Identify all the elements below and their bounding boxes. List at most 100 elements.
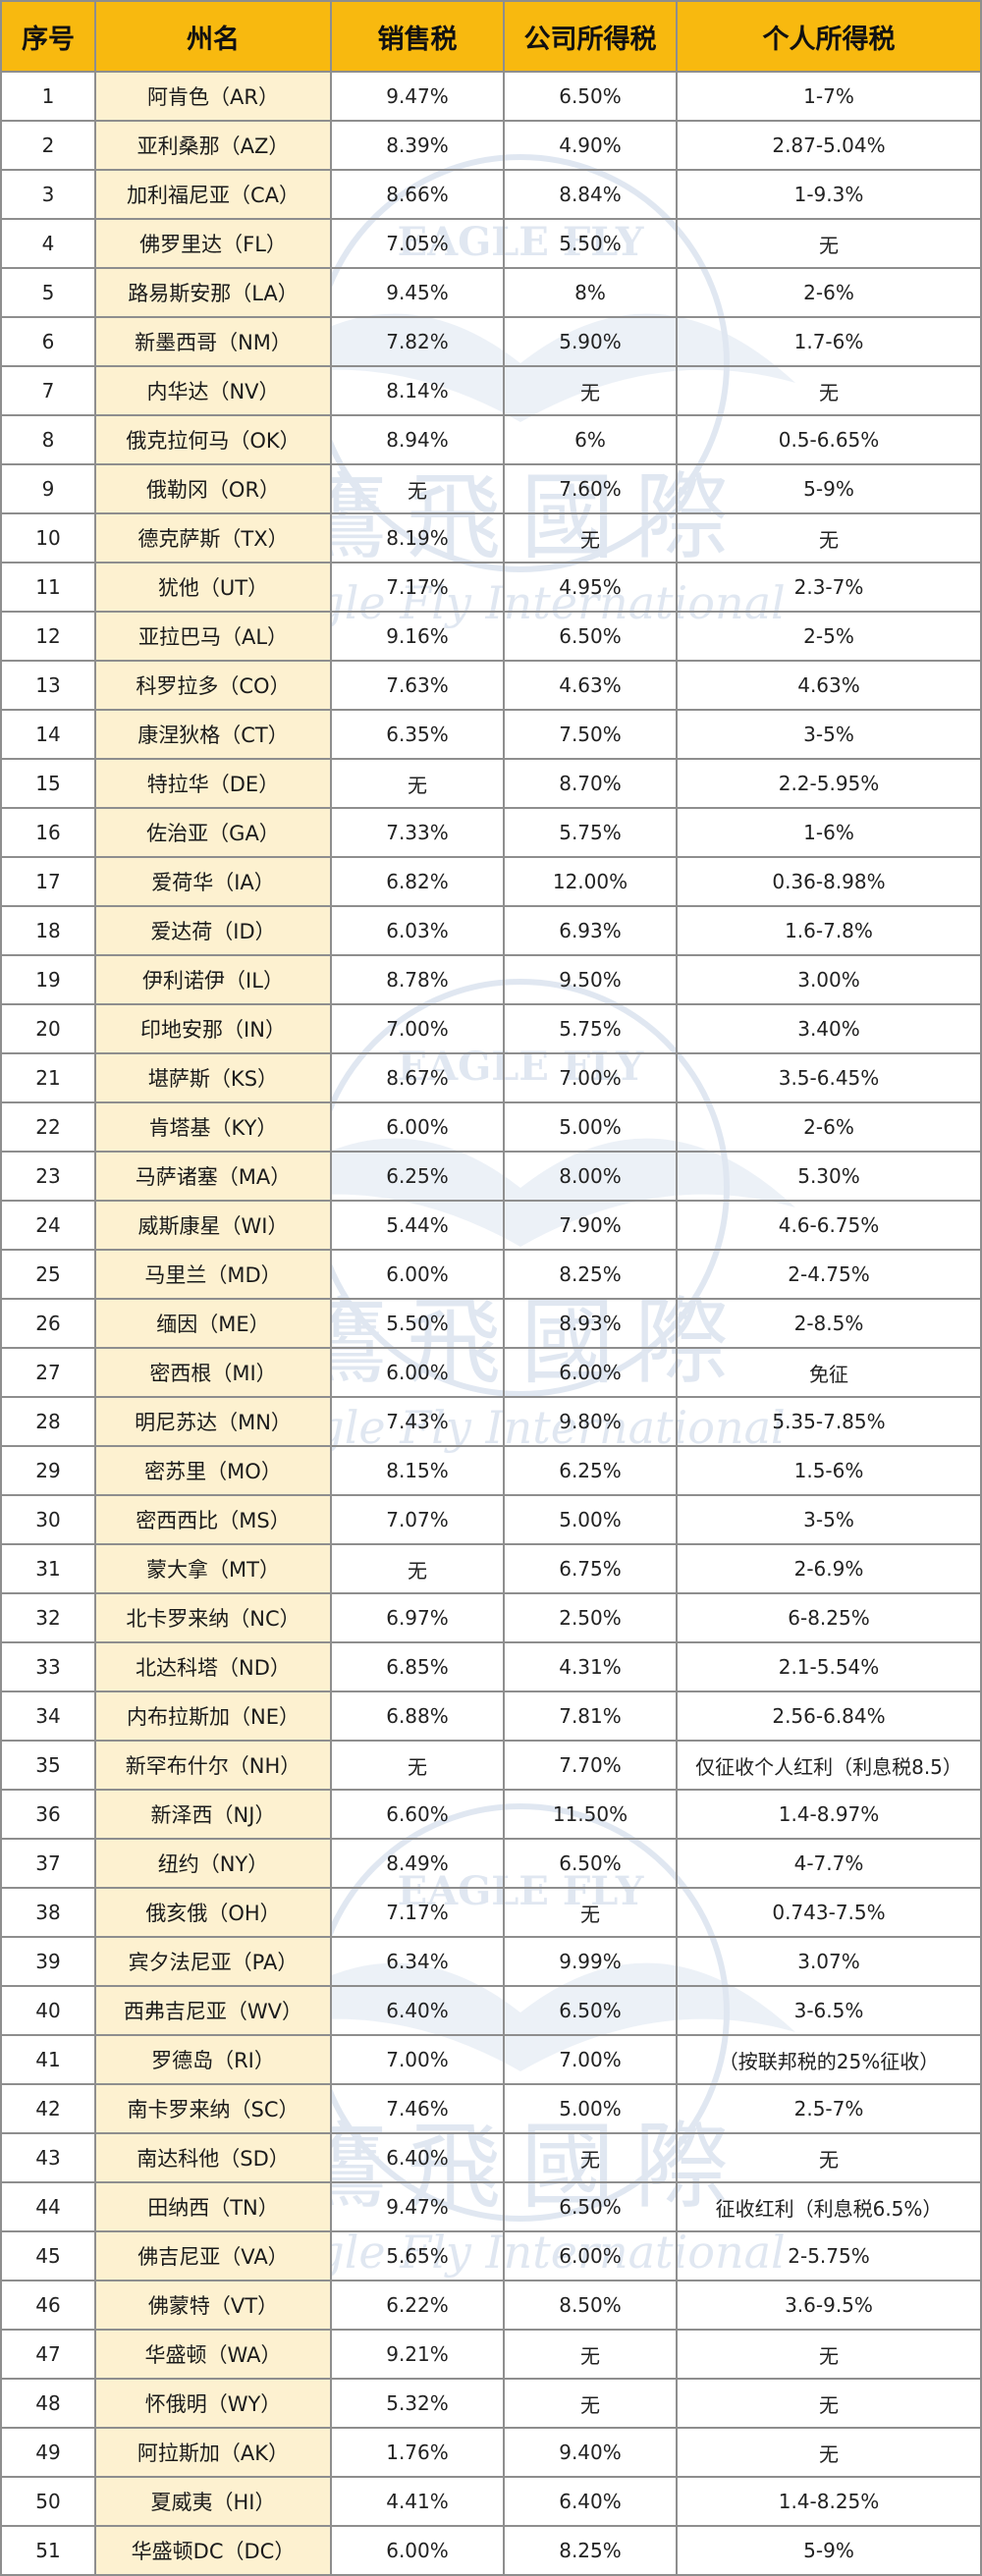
cell-personal-tax: 1.6-7.8% <box>676 905 982 956</box>
cell-personal-tax: 征收红利（利息税6.5%） <box>676 2181 982 2232</box>
cell-state-name: 亚利桑那（AZ） <box>94 120 332 171</box>
cell-sales-tax: 6.97% <box>330 1592 505 1643</box>
cell-corporate-tax: 6% <box>503 414 678 465</box>
cell-corporate-tax: 5.75% <box>503 807 678 858</box>
cell-personal-tax: 无 <box>676 2427 982 2478</box>
table-header-row: 序号 州名 销售税 公司所得税 个人所得税 <box>0 0 982 73</box>
cell-state-name: 佛罗里达（FL） <box>94 218 332 269</box>
cell-corporate-tax: 5.90% <box>503 316 678 367</box>
cell-sales-tax: 7.82% <box>330 316 505 367</box>
cell-sales-tax: 6.00% <box>330 2525 505 2576</box>
cell-personal-tax: 2-6% <box>676 267 982 318</box>
cell-corporate-tax: 6.50% <box>503 2181 678 2232</box>
cell-corporate-tax: 12.00% <box>503 856 678 907</box>
table-row: 3 加利福尼亚（CA） 8.66% 8.84% 1-9.3% <box>0 169 982 220</box>
cell-state-name: 佛吉尼亚（VA） <box>94 2230 332 2281</box>
cell-personal-tax: 2.56-6.84% <box>676 1690 982 1742</box>
table-body: 1 阿肯色（AR） 9.47% 6.50% 1-7% 2 亚利桑那（AZ） 8.39% 4.90… <box>0 71 982 2576</box>
table-row: 38 俄亥俄（OH） 7.17% 无 0.743-7.5% <box>0 1887 982 1938</box>
cell-sales-tax: 9.47% <box>330 71 505 122</box>
cell-state-name: 密苏里（MO） <box>94 1445 332 1496</box>
header-state-name: 州名 <box>94 0 332 73</box>
cell-personal-tax: 仅征收个人红利（利息税8.5） <box>676 1740 982 1791</box>
cell-index: 21 <box>0 1052 96 1103</box>
cell-corporate-tax: 7.60% <box>503 463 678 514</box>
cell-sales-tax: 8.66% <box>330 169 505 220</box>
cell-corporate-tax: 7.50% <box>503 709 678 760</box>
cell-state-name: 犹他（UT） <box>94 562 332 613</box>
table-row: 29 密苏里（MO） 8.15% 6.25% 1.5-6% <box>0 1445 982 1496</box>
cell-sales-tax: 5.50% <box>330 1298 505 1349</box>
cell-index: 6 <box>0 316 96 367</box>
cell-state-name: 德克萨斯（TX） <box>94 512 332 564</box>
cell-index: 1 <box>0 71 96 122</box>
cell-index: 32 <box>0 1592 96 1643</box>
cell-corporate-tax: 4.90% <box>503 120 678 171</box>
table-row: 7 内华达（NV） 8.14% 无无 <box>0 365 982 416</box>
table-row: 20 印地安那（IN） 7.00% 5.75% 3.40% <box>0 1003 982 1054</box>
table-row: 22 肯塔基（KY） 6.00% 5.00% 2-6% <box>0 1101 982 1153</box>
cell-corporate-tax: 8.84% <box>503 169 678 220</box>
cell-corporate-tax: 无 <box>503 2132 678 2183</box>
table-row: 18 爱达荷（ID） 6.03% 6.93% 1.6-7.8% <box>0 905 982 956</box>
cell-sales-tax: 5.65% <box>330 2230 505 2281</box>
table-row: 11 犹他（UT） 7.17% 4.95% 2.3-7% <box>0 562 982 613</box>
cell-corporate-tax: 5.00% <box>503 1494 678 1545</box>
cell-index: 39 <box>0 1936 96 1987</box>
cell-state-name: 北达科塔（ND） <box>94 1641 332 1692</box>
table-row: 23 马萨诸塞（MA） 6.25% 8.00% 5.30% <box>0 1151 982 1202</box>
cell-state-name: 华盛顿（WA） <box>94 2329 332 2380</box>
cell-sales-tax: 8.49% <box>330 1838 505 1889</box>
table-row: 28 明尼苏达（MN） 7.43% 9.80% 5.35-7.85% <box>0 1396 982 1447</box>
cell-personal-tax: 3.6-9.5% <box>676 2280 982 2331</box>
cell-corporate-tax: 5.75% <box>503 1003 678 1054</box>
cell-index: 7 <box>0 365 96 416</box>
cell-index: 17 <box>0 856 96 907</box>
cell-index: 10 <box>0 512 96 564</box>
table-row: 33 北达科塔（ND） 6.85% 4.31% 2.1-5.54% <box>0 1641 982 1692</box>
cell-personal-tax: 免征 <box>676 1347 982 1398</box>
table-row: 21 堪萨斯（KS） 8.67% 7.00% 3.5-6.45% <box>0 1052 982 1103</box>
header-sales-tax: 销售税 <box>330 0 505 73</box>
table-row: 47 华盛顿（WA） 9.21% 无无 <box>0 2329 982 2380</box>
cell-sales-tax: 6.00% <box>330 1249 505 1300</box>
cell-index: 34 <box>0 1690 96 1742</box>
cell-corporate-tax: 7.70% <box>503 1740 678 1791</box>
cell-state-name: 加利福尼亚（CA） <box>94 169 332 220</box>
cell-index: 30 <box>0 1494 96 1545</box>
cell-index: 19 <box>0 954 96 1005</box>
cell-corporate-tax: 6.75% <box>503 1543 678 1594</box>
cell-state-name: 密西西比（MS） <box>94 1494 332 1545</box>
cell-index: 2 <box>0 120 96 171</box>
cell-corporate-tax: 无 <box>503 2378 678 2429</box>
table-row: 5 路易斯安那（LA） 9.45% 8% 2-6% <box>0 267 982 318</box>
cell-corporate-tax: 8.70% <box>503 758 678 809</box>
cell-state-name: 爱荷华（IA） <box>94 856 332 907</box>
cell-personal-tax: 1.4-8.25% <box>676 2476 982 2527</box>
table-row: 50 夏威夷（HI） 4.41% 6.40% 1.4-8.25% <box>0 2476 982 2527</box>
cell-corporate-tax: 6.50% <box>503 611 678 662</box>
table-row: 51 华盛顿DC（DC） 6.00% 8.25% 5-9% <box>0 2525 982 2576</box>
cell-state-name: 罗德岛（RI） <box>94 2034 332 2085</box>
cell-corporate-tax: 6.25% <box>503 1445 678 1496</box>
cell-sales-tax: 5.44% <box>330 1200 505 1251</box>
cell-personal-tax: 3-5% <box>676 1494 982 1545</box>
cell-sales-tax: 6.60% <box>330 1789 505 1840</box>
cell-index: 40 <box>0 1985 96 2036</box>
cell-corporate-tax: 9.50% <box>503 954 678 1005</box>
cell-personal-tax: 5-9% <box>676 463 982 514</box>
cell-personal-tax: 5-9% <box>676 2525 982 2576</box>
cell-personal-tax: 2-5% <box>676 611 982 662</box>
cell-corporate-tax: 6.00% <box>503 1347 678 1398</box>
cell-corporate-tax: 5.50% <box>503 218 678 269</box>
cell-state-name: 南卡罗来纳（SC） <box>94 2083 332 2134</box>
cell-personal-tax: 无 <box>676 512 982 564</box>
cell-corporate-tax: 5.00% <box>503 1101 678 1153</box>
cell-sales-tax: 无 <box>330 1740 505 1791</box>
cell-sales-tax: 6.22% <box>330 2280 505 2331</box>
cell-sales-tax: 6.82% <box>330 856 505 907</box>
cell-personal-tax: 2.5-7% <box>676 2083 982 2134</box>
cell-corporate-tax: 8.25% <box>503 2525 678 2576</box>
table-row: 24 威斯康星（WI） 5.44% 7.90% 4.6-6.75% <box>0 1200 982 1251</box>
